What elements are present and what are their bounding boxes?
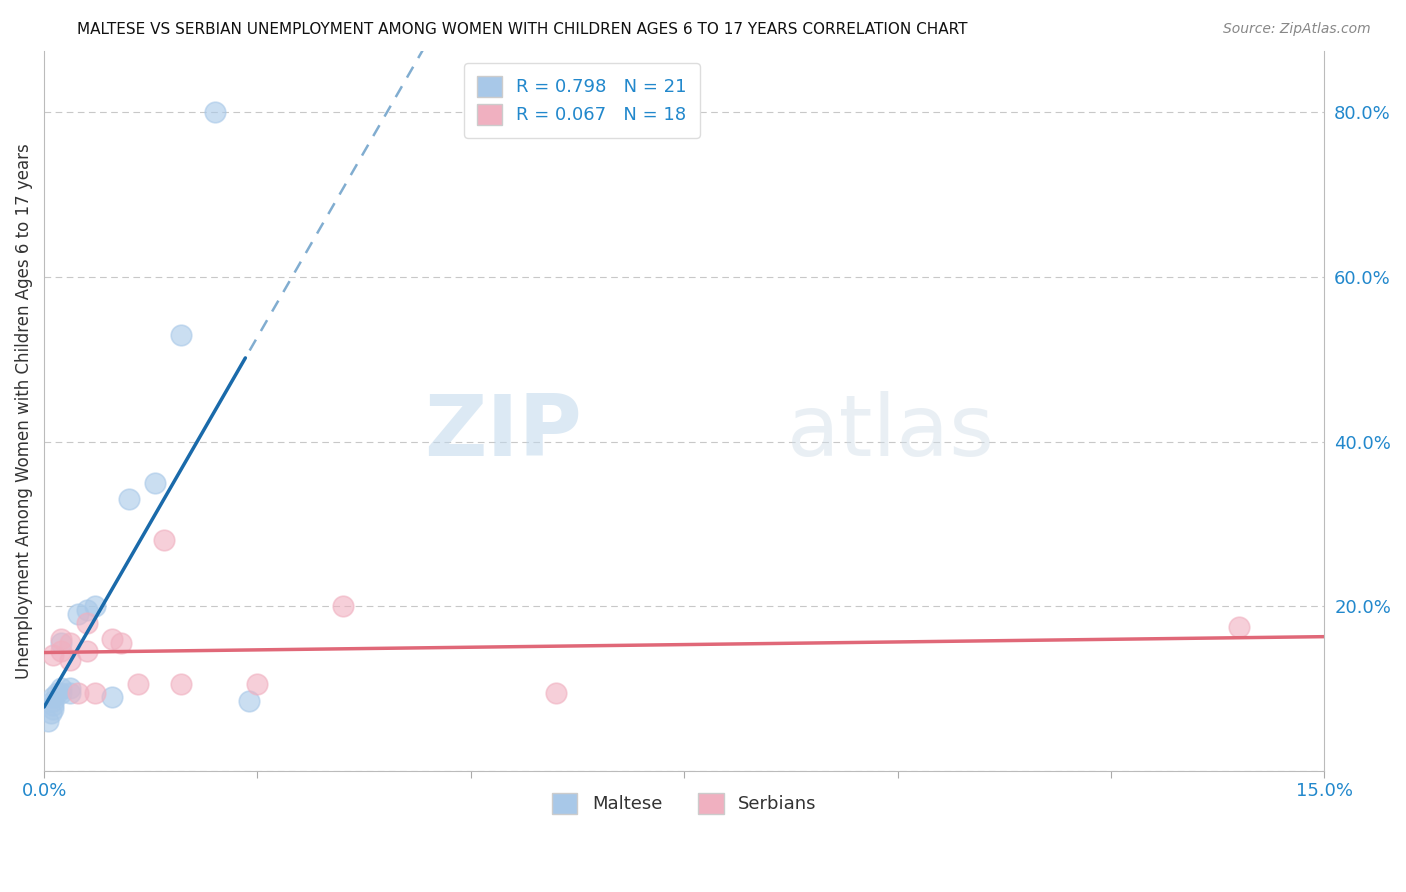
Point <box>152 533 174 548</box>
Point <box>41 694 63 708</box>
Point <box>76 644 98 658</box>
Text: ZIP: ZIP <box>425 391 582 474</box>
Y-axis label: Unemployment Among Women with Children Ages 6 to 17 years: Unemployment Among Women with Children A… <box>15 143 32 679</box>
Point <box>51 636 73 650</box>
Point <box>170 677 193 691</box>
Point <box>51 681 73 696</box>
Point <box>127 677 149 691</box>
Point <box>1227 620 1250 634</box>
Point <box>204 105 226 120</box>
Text: MALTESE VS SERBIAN UNEMPLOYMENT AMONG WOMEN WITH CHILDREN AGES 6 TO 17 YEARS COR: MALTESE VS SERBIAN UNEMPLOYMENT AMONG WO… <box>77 22 967 37</box>
Text: Source: ZipAtlas.com: Source: ZipAtlas.com <box>1223 22 1371 37</box>
Point <box>67 607 90 622</box>
Text: atlas: atlas <box>787 391 994 474</box>
Point <box>41 648 63 663</box>
Point <box>59 681 82 696</box>
Point <box>118 492 141 507</box>
Legend: Maltese, Serbians: Maltese, Serbians <box>540 780 830 827</box>
Point <box>51 685 73 699</box>
Point <box>67 685 90 699</box>
Point <box>76 603 98 617</box>
Point <box>170 327 193 342</box>
Point <box>59 636 82 650</box>
Point <box>84 599 107 614</box>
Point <box>37 714 59 729</box>
Point <box>546 685 568 699</box>
Point <box>51 644 73 658</box>
Point <box>59 685 82 699</box>
Point <box>110 636 132 650</box>
Point <box>84 685 107 699</box>
Point <box>246 677 269 691</box>
Point <box>51 632 73 646</box>
Point <box>76 615 98 630</box>
Point <box>41 702 63 716</box>
Point <box>101 632 124 646</box>
Point <box>39 706 62 720</box>
Point <box>41 690 63 704</box>
Point <box>143 475 166 490</box>
Point <box>59 652 82 666</box>
Point <box>41 698 63 712</box>
Point <box>238 694 260 708</box>
Point <box>101 690 124 704</box>
Point <box>332 599 354 614</box>
Point <box>45 685 67 699</box>
